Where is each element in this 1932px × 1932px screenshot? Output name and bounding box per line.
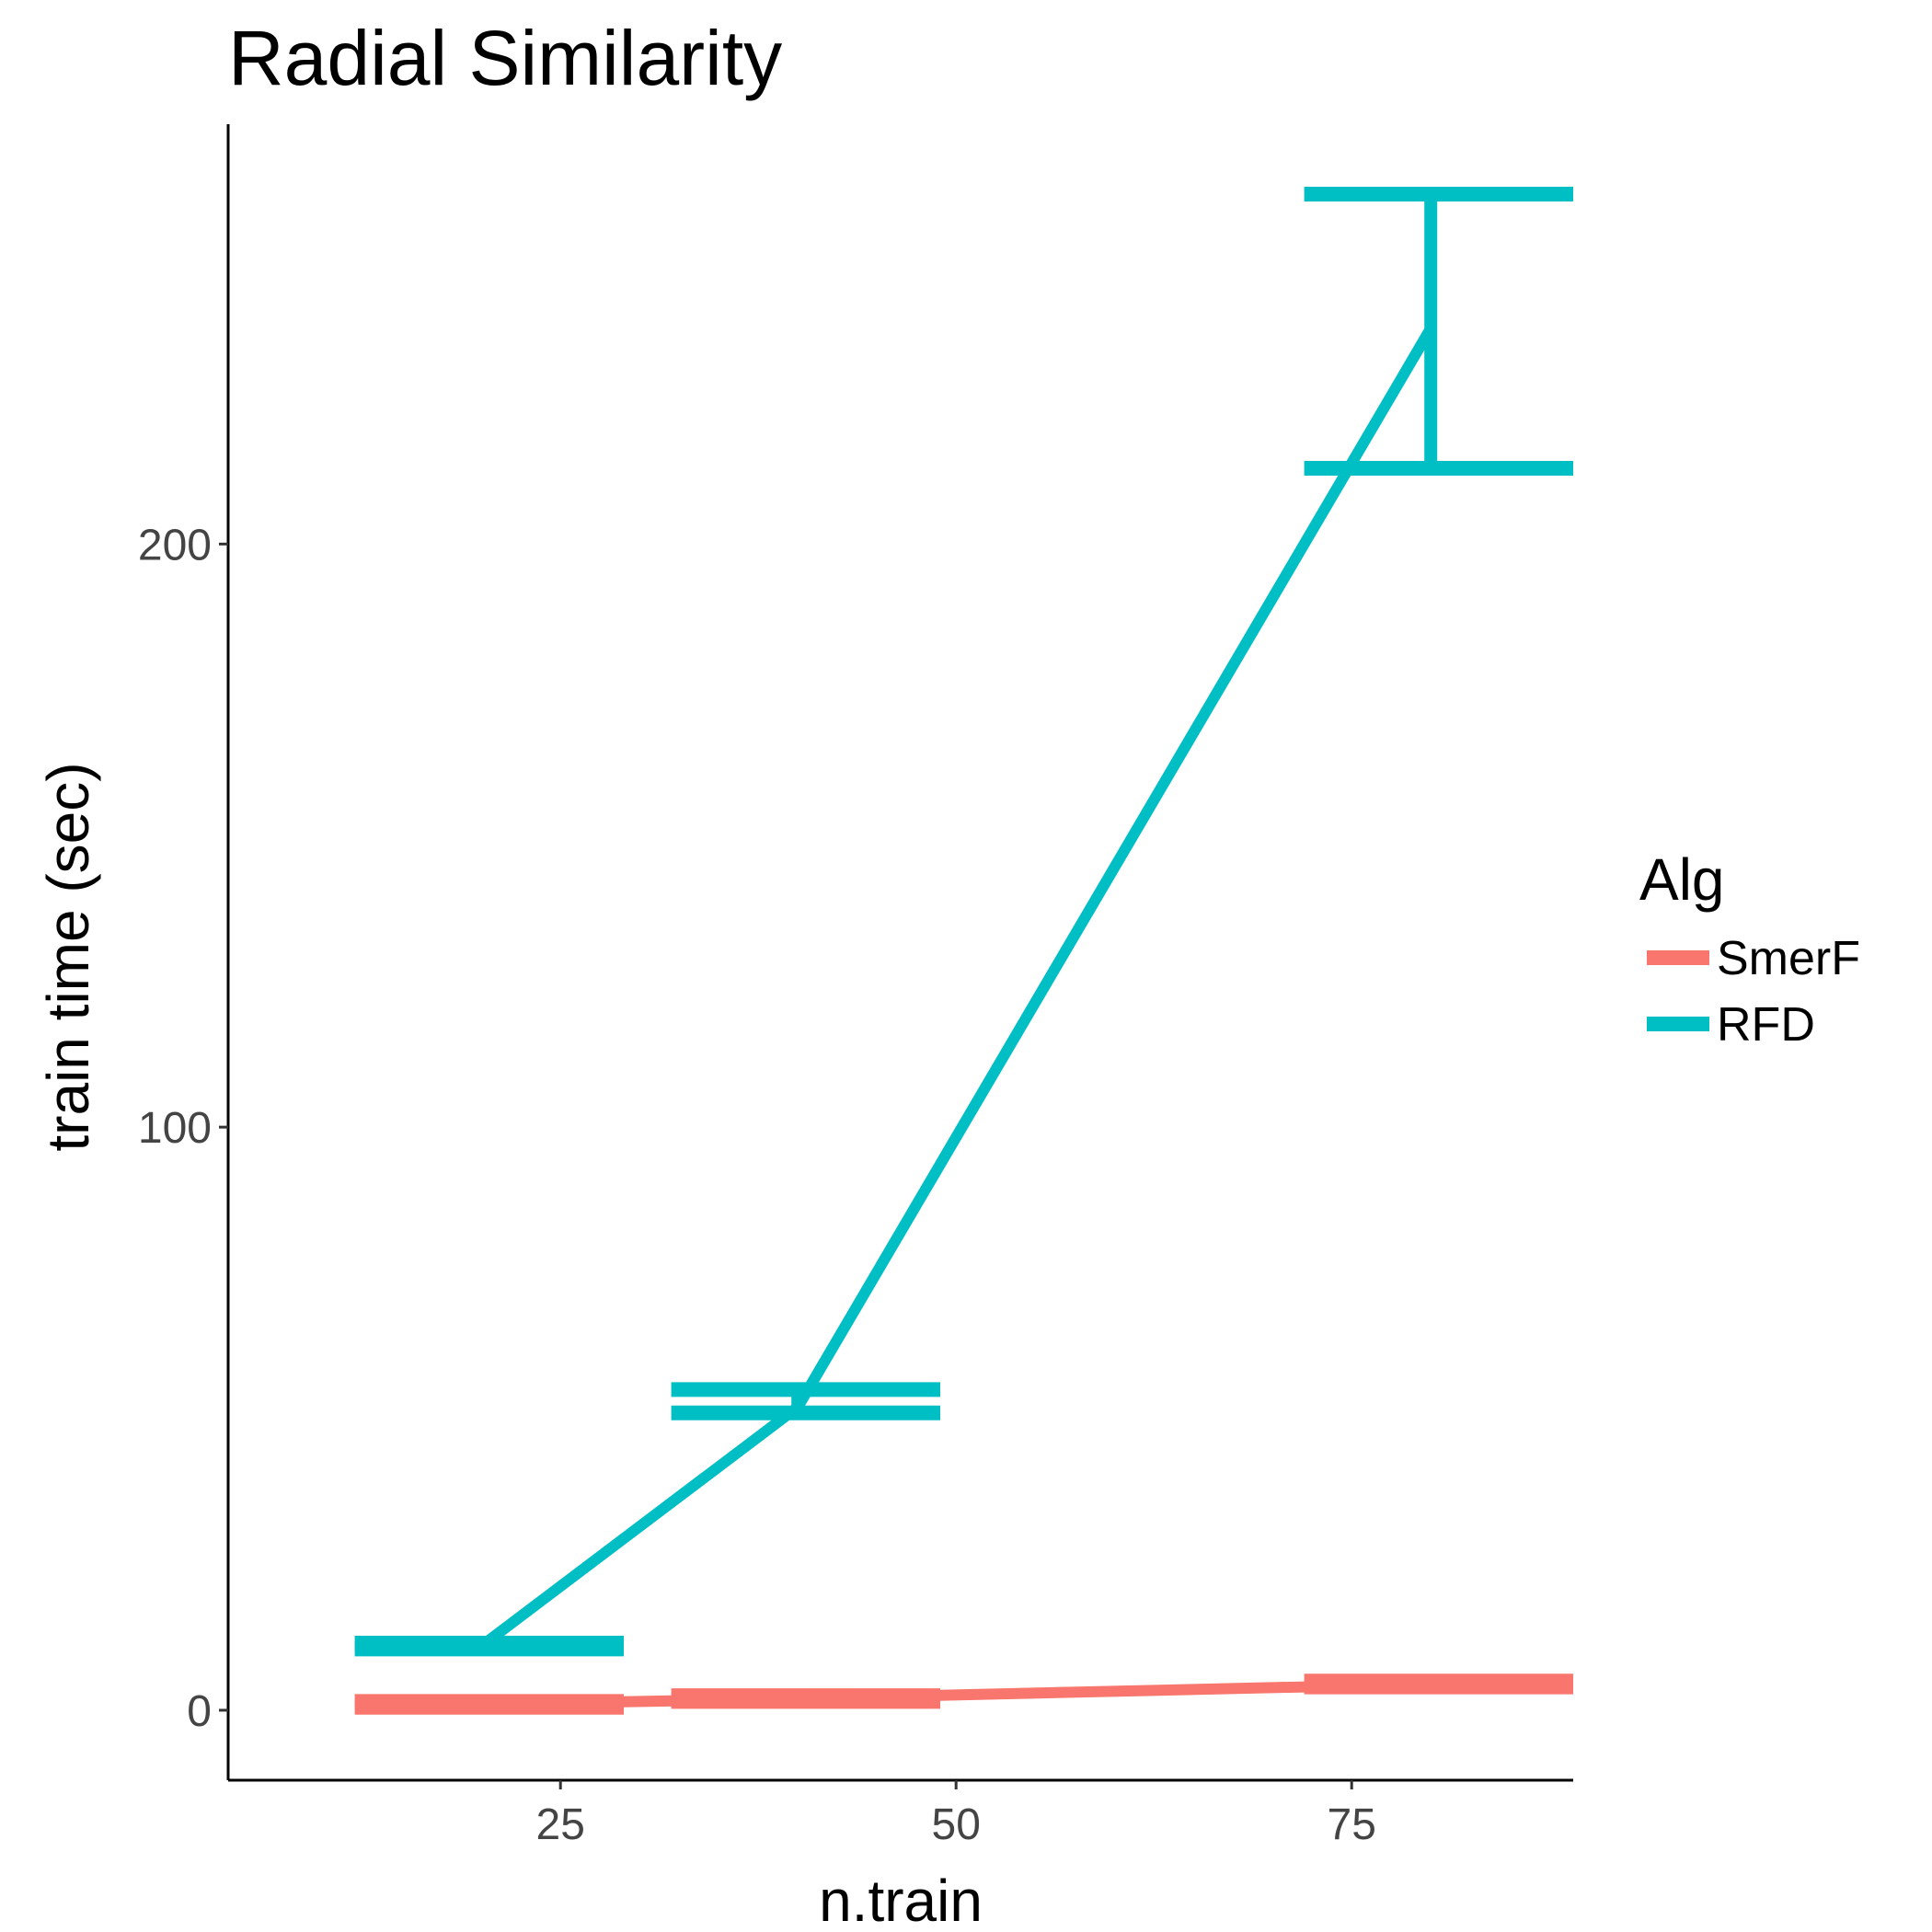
series-line-RFD <box>477 325 1436 1651</box>
x-axis-title: n.train <box>819 1868 983 1932</box>
y-tick-label: 200 <box>138 521 212 569</box>
y-tick-label: 100 <box>138 1104 212 1153</box>
y-axis-title: train time (sec) <box>35 762 101 1151</box>
x-tick-label: 75 <box>1328 1800 1376 1849</box>
chart-title: Radial Similarity <box>228 15 782 101</box>
y-tick-label: 0 <box>187 1687 212 1736</box>
legend-label-SmerF: SmerF <box>1717 932 1860 985</box>
series-SmerF <box>354 1673 1573 1715</box>
x-tick-label: 25 <box>536 1800 585 1849</box>
y-axis-ticks: 0 100 200 <box>138 521 228 1736</box>
plot-area <box>354 187 1573 1715</box>
legend-title: Alg <box>1639 846 1725 913</box>
legend: Alg SmerF RFD <box>1639 846 1860 1052</box>
x-axis-ticks: 25 50 75 <box>536 1780 1376 1849</box>
series-line-SmerF <box>481 1678 1432 1710</box>
x-tick-label: 50 <box>932 1800 981 1849</box>
series-RFD <box>354 187 1573 1657</box>
legend-label-RFD: RFD <box>1717 998 1815 1052</box>
